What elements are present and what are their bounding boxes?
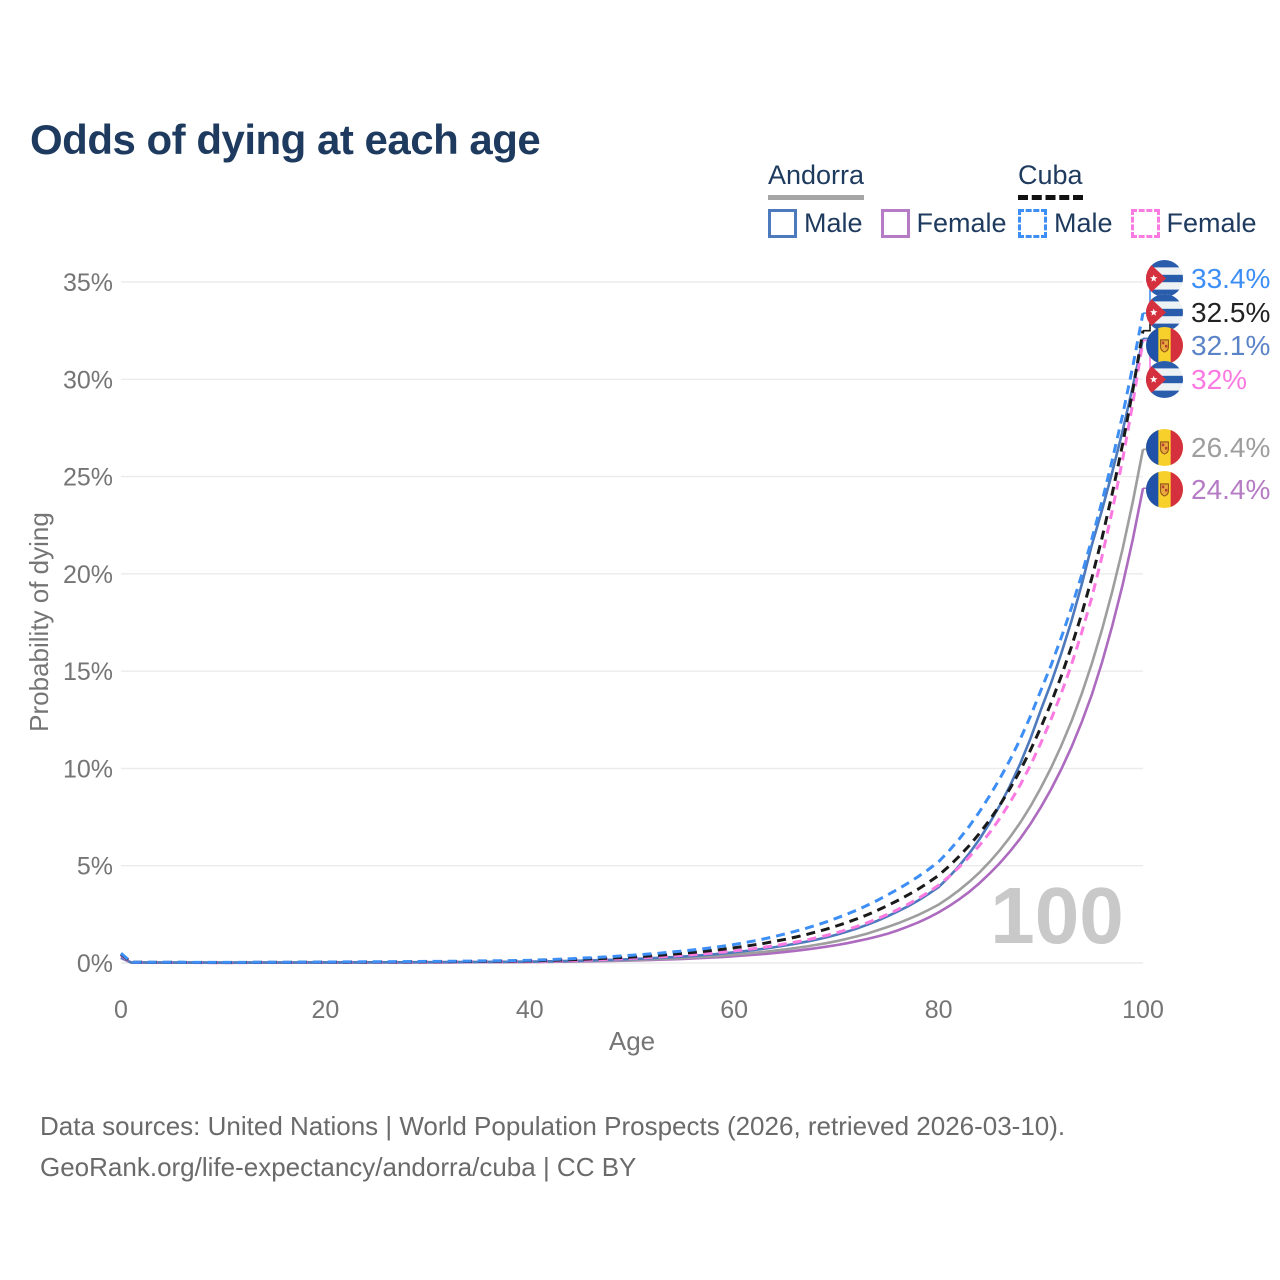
- end-label-cuba-both-sexes: 32.5%: [1146, 294, 1270, 331]
- end-label-value: 32.5%: [1191, 296, 1271, 328]
- end-label-value: 26.4%: [1191, 431, 1271, 463]
- legend-country-cuba: Cuba: [1018, 160, 1083, 200]
- legend: Andorra Male Female Cuba Male: [0, 160, 1280, 250]
- end-label-value: 32.1%: [1191, 329, 1271, 361]
- legend-item-cuba-female[interactable]: Female: [1130, 208, 1257, 239]
- y-tick-15: 15%: [63, 658, 113, 686]
- andorra-flag-icon: [1146, 471, 1183, 508]
- series-line-cuba-male: [120, 312, 1145, 964]
- legend-item-andorra-male[interactable]: Male: [768, 208, 863, 239]
- andorra-flag-icon: [1146, 327, 1183, 364]
- legend-item-cuba-male[interactable]: Male: [1018, 208, 1113, 239]
- x-tick-0: 0: [114, 996, 128, 1024]
- legend-label-andorra-male: Male: [804, 208, 863, 238]
- x-axis-label: Age: [609, 1026, 655, 1056]
- end-label-value: 24.4%: [1191, 473, 1271, 505]
- cuba-female-swatch-icon: [1130, 209, 1160, 238]
- andorra-male-swatch-icon: [768, 209, 797, 238]
- legend-country-andorra: Andorra: [768, 160, 865, 200]
- legend-label-cuba-female: Female: [1166, 208, 1257, 238]
- y-tick-20: 20%: [63, 561, 113, 589]
- x-tick-80: 80: [925, 996, 953, 1024]
- y-tick-30: 30%: [63, 366, 113, 394]
- end-label-cuba-female: 32%: [1146, 361, 1247, 398]
- cuba-flag-icon: [1146, 361, 1183, 398]
- legend-group-cuba: Cuba Male Female: [1018, 160, 1257, 239]
- end-label-cuba-male: 33.4%: [1146, 260, 1270, 297]
- age-watermark: 100: [990, 871, 1123, 960]
- end-label-andorra-female: 24.4%: [1146, 471, 1270, 508]
- x-tick-60: 60: [720, 996, 748, 1024]
- y-tick-25: 25%: [63, 464, 113, 492]
- y-tick-35: 35%: [63, 269, 113, 297]
- cuba-flag-icon: [1146, 260, 1183, 297]
- y-tick-10: 10%: [63, 755, 113, 783]
- end-label-andorra-male: 32.1%: [1146, 327, 1270, 364]
- x-tick-100: 100: [1122, 996, 1164, 1024]
- end-label-value: 33.4%: [1191, 262, 1271, 294]
- end-label-value: 32%: [1191, 363, 1248, 395]
- cuba-male-swatch-icon: [1018, 209, 1047, 238]
- y-tick-5: 5%: [77, 853, 113, 881]
- series-line-andorra-male: [120, 338, 1145, 964]
- y-tick-0: 0%: [77, 950, 113, 978]
- footer-link: GeoRank.org/life-expectancy/andorra/cuba…: [40, 1152, 637, 1182]
- page-title: Odds of dying at each age: [30, 116, 541, 164]
- end-label-andorra-both-sexes: 26.4%: [1146, 429, 1270, 466]
- cuba-flag-icon: [1146, 294, 1183, 331]
- legend-label-andorra-female: Female: [916, 208, 1007, 238]
- series-line-cuba-both-sexes: [120, 330, 1145, 964]
- andorra-female-swatch-icon: [880, 209, 910, 238]
- legend-item-andorra-female[interactable]: Female: [880, 208, 1007, 239]
- footer-sources: Data sources: United Nations | World Pop…: [40, 1111, 1066, 1141]
- legend-group-andorra: Andorra Male Female: [768, 160, 1007, 239]
- y-axis-label: Probability of dying: [24, 512, 54, 732]
- series-line-cuba-female: [120, 340, 1145, 965]
- x-tick-40: 40: [516, 996, 544, 1024]
- x-tick-20: 20: [311, 996, 339, 1024]
- legend-label-cuba-male: Male: [1054, 208, 1113, 238]
- andorra-flag-icon: [1146, 429, 1183, 466]
- footer: Data sources: United Nations | World Pop…: [40, 1106, 1065, 1188]
